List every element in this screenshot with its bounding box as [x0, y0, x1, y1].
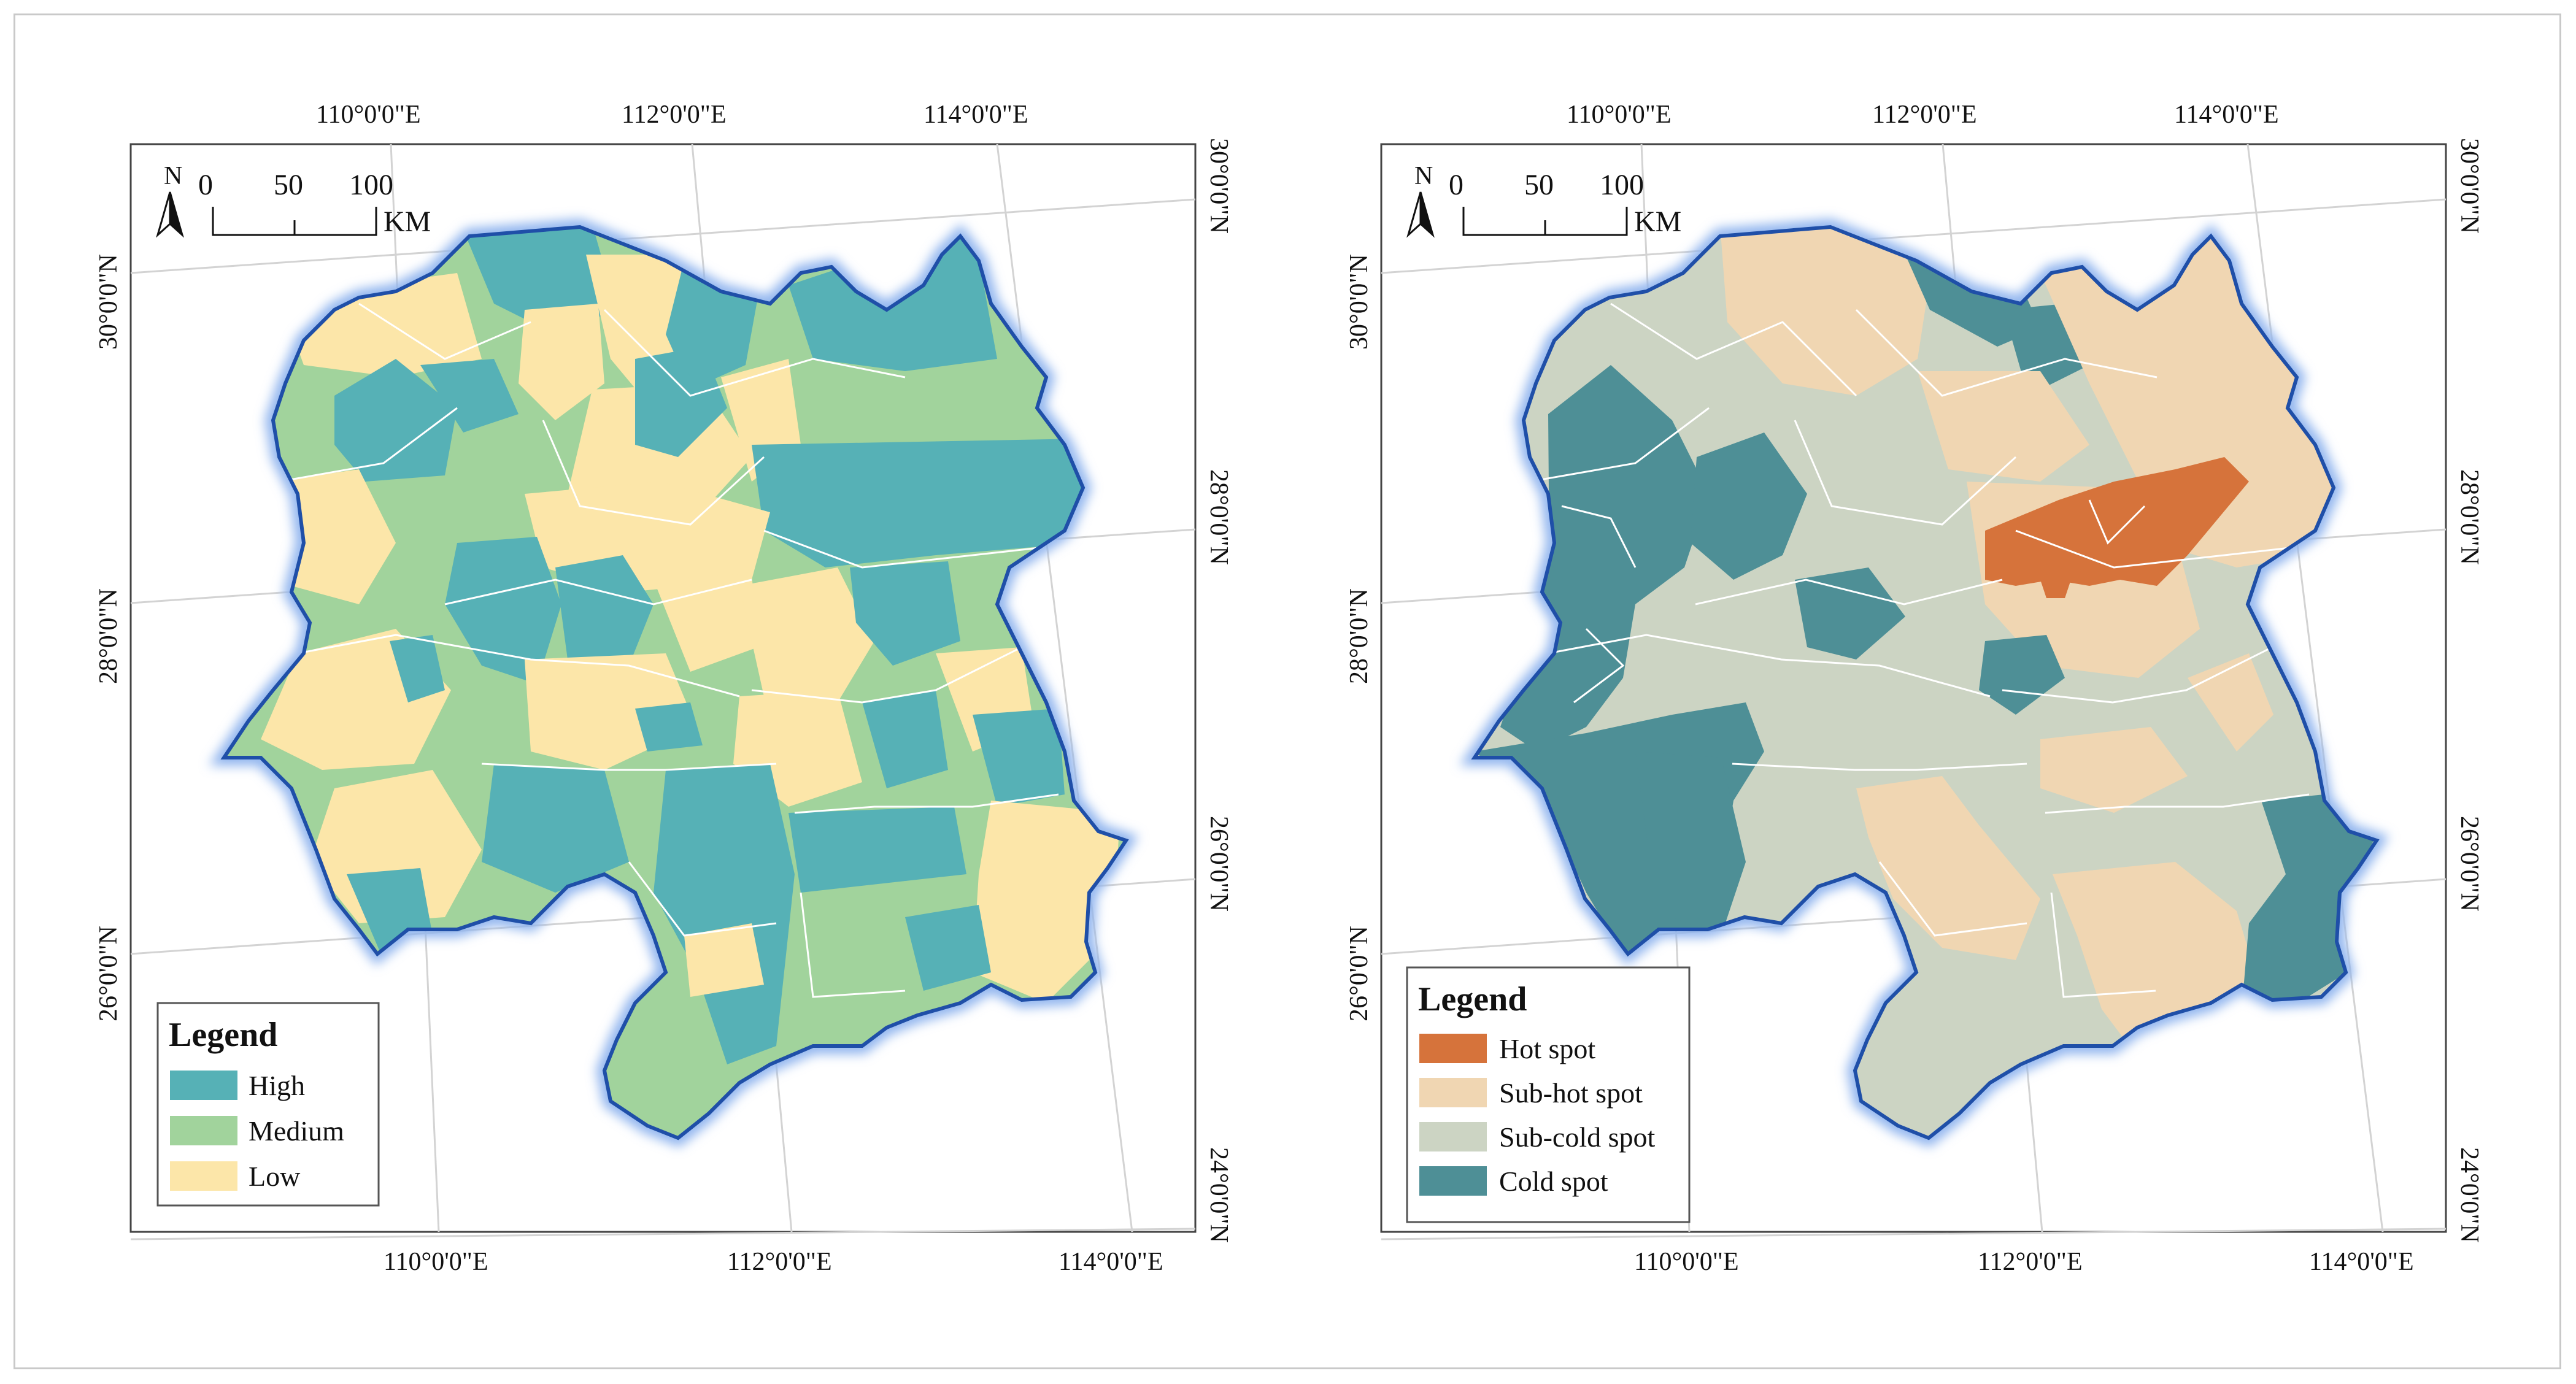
medium-swatch [170, 1116, 237, 1145]
right-left-tick-1: 30°0'0"N [1345, 254, 1373, 350]
sub-hot-spot-swatch [1419, 1078, 1487, 1107]
left-map-neatline [129, 143, 1197, 1233]
right-legend-item-subcold: Sub-cold spot [1499, 1121, 1656, 1153]
left-scale-bar: 0 50 100 KM [198, 169, 431, 238]
left-region-high-17 [789, 807, 966, 893]
left-scale-unit: KM [384, 206, 431, 238]
sub-cold-spot-swatch [1419, 1122, 1487, 1151]
right-north-arrow-icon: N [1406, 162, 1435, 238]
left-region-high-12 [850, 561, 960, 666]
left-right-tick-3: 26°0'0"N [1205, 816, 1233, 912]
right-legend-title: Legend [1418, 980, 1527, 1018]
left-legend-item-medium: Medium [249, 1115, 344, 1147]
right-legend-item-cold: Cold spot [1499, 1166, 1608, 1197]
left-region-low-15 [973, 801, 1120, 1003]
left-bottom-tick-2: 112°0'0"E [727, 1248, 832, 1276]
right-right-tick-1: 30°0'0"N [2455, 138, 2483, 234]
hot-spot-swatch [1419, 1034, 1487, 1063]
left-internal-boundaries [279, 302, 1084, 998]
left-region-high-14 [973, 709, 1065, 807]
right-legend: Legend Hot spot Sub-hot spot Sub-cold sp… [1406, 966, 1691, 1223]
right-scale-unit: KM [1634, 206, 1681, 238]
right-region-subhot-3 [1918, 371, 2089, 482]
left-map-panel: 110°0'0"E 112°0'0"E 114°0'0"E 110°0'0"E … [94, 101, 1233, 1276]
left-left-tick-1: 30°0'0"N [94, 254, 123, 350]
left-legend-item-high: High [249, 1070, 305, 1101]
right-right-tick-3: 26°0'0"N [2455, 816, 2483, 912]
figure-frame: 110°0'0"E 112°0'0"E 114°0'0"E 110°0'0"E … [13, 13, 2561, 1369]
left-bottom-tick-3: 114°0'0"E [1059, 1248, 1163, 1276]
left-legend-title: Legend [169, 1016, 277, 1054]
right-region-hot-2 [2040, 580, 2071, 598]
left-left-tick-3: 26°0'0"N [94, 926, 123, 1021]
left-region-high-11 [635, 702, 703, 752]
right-region-subhot-6 [2040, 727, 2188, 813]
left-top-tick-2: 112°0'0"E [622, 101, 727, 129]
left-region-high-4 [334, 359, 457, 482]
right-left-tick-3: 26°0'0"N [1345, 926, 1373, 1021]
right-region-cold-4 [1691, 433, 1807, 580]
left-legend-item-low: Low [249, 1161, 301, 1192]
left-region-high-16 [654, 764, 795, 1064]
right-bottom-tick-2: 112°0'0"E [1978, 1248, 2083, 1276]
left-bottom-tick-1: 110°0'0"E [384, 1248, 488, 1276]
right-region-cold-6 [1979, 635, 2065, 715]
left-region-high-7 [752, 439, 1083, 567]
left-scale-label-100: 100 [349, 169, 393, 201]
cold-spot-swatch [1419, 1166, 1487, 1196]
right-scale-label-100: 100 [1600, 169, 1644, 201]
left-regions [224, 227, 1126, 1138]
left-scale-label-0: 0 [198, 169, 213, 201]
right-region-subhot-1 [1720, 227, 1930, 396]
left-region-low-16 [684, 923, 764, 997]
right-right-tick-4: 24°0'0"N [2455, 1147, 2483, 1243]
right-north-label: N [1414, 162, 1433, 190]
right-legend-item-subhot: Sub-hot spot [1499, 1077, 1643, 1109]
left-region-high-9 [555, 555, 654, 666]
right-top-tick-1: 110°0'0"E [1567, 101, 1672, 129]
left-scale-label-50: 50 [274, 169, 303, 201]
left-left-tick-2: 28°0'0"N [94, 588, 123, 684]
left-right-tick-2: 28°0'0"N [1205, 469, 1233, 565]
left-legend: Legend High Medium Low [156, 1002, 380, 1207]
left-north-arrow-icon: N [156, 162, 184, 238]
left-region-high-8 [445, 537, 561, 684]
right-internal-boundaries [1529, 302, 2334, 998]
right-region-subhot-5 [1856, 776, 2040, 960]
right-scale-bar: 0 50 100 KM [1449, 169, 1681, 238]
left-top-tick-1: 110°0'0"E [316, 101, 421, 129]
left-right-tick-1: 30°0'0"N [1205, 138, 1233, 234]
left-right-tick-4: 24°0'0"N [1205, 1147, 1233, 1243]
right-bottom-tick-1: 110°0'0"E [1634, 1248, 1739, 1276]
right-left-tick-2: 28°0'0"N [1345, 588, 1373, 684]
left-region-high-15 [482, 764, 629, 893]
left-region-low-3 [273, 469, 396, 604]
right-legend-item-hot: Hot spot [1499, 1033, 1595, 1064]
left-top-tick-3: 114°0'0"E [924, 101, 1028, 129]
right-right-tick-2: 28°0'0"N [2455, 469, 2483, 565]
right-region-cold-5 [1795, 567, 1905, 659]
left-region-high-19 [905, 905, 991, 991]
left-region-high-5 [420, 359, 519, 433]
high-swatch [170, 1071, 237, 1100]
left-region-low-11 [739, 567, 874, 702]
right-region-cold-8 [1635, 752, 1746, 936]
left-region-low-4 [519, 304, 604, 420]
right-top-tick-2: 112°0'0"E [1872, 101, 1977, 129]
right-map-panel: 110°0'0"E 112°0'0"E 114°0'0"E 110°0'0"E … [1345, 101, 2483, 1276]
right-scale-label-0: 0 [1449, 169, 1463, 201]
left-region-high-10 [390, 635, 445, 702]
figure-canvas: 110°0'0"E 112°0'0"E 114°0'0"E 110°0'0"E … [94, 101, 2483, 1276]
low-swatch [170, 1161, 237, 1191]
right-top-tick-3: 114°0'0"E [2174, 101, 2279, 129]
left-north-label: N [164, 162, 182, 190]
right-scale-label-50: 50 [1524, 169, 1554, 201]
left-region-high-6 [635, 347, 727, 457]
left-region-high-13 [862, 690, 948, 788]
right-bottom-tick-3: 114°0'0"E [2309, 1248, 2414, 1276]
right-region-hot-1 [1985, 457, 2249, 586]
right-map-neatline [1380, 143, 2447, 1233]
